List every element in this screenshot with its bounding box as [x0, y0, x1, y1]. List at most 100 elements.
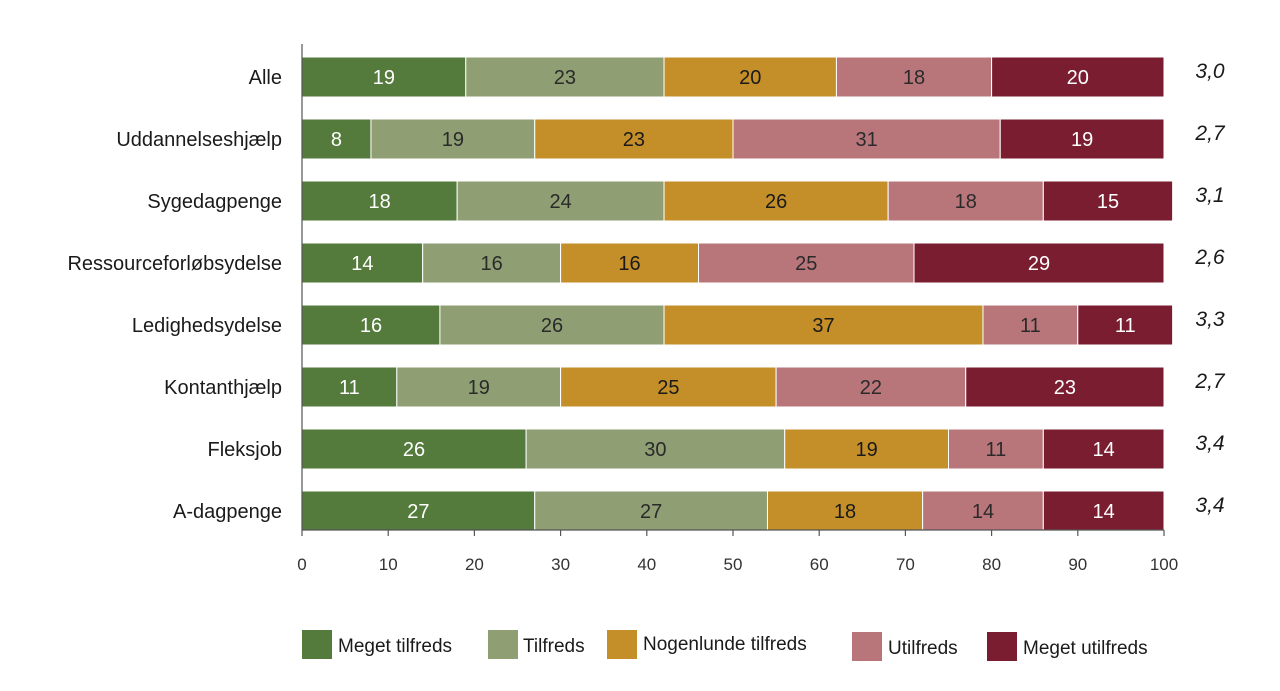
data-label: 31	[855, 129, 877, 151]
data-label: 14	[1093, 439, 1115, 461]
legend-swatch	[987, 632, 1017, 661]
data-label: 11	[339, 377, 360, 399]
bar-segment	[948, 428, 1044, 470]
bar-segment	[465, 56, 665, 98]
bar-segment	[301, 490, 536, 532]
data-label: 20	[739, 67, 761, 89]
data-label: 27	[640, 501, 662, 523]
legend-swatch	[302, 630, 332, 659]
legend-swatch	[607, 630, 637, 659]
bar-segment	[560, 366, 777, 408]
bar-segment	[534, 118, 734, 160]
data-label: 26	[541, 315, 563, 337]
data-label: 24	[549, 191, 571, 213]
mean-labels: 3,0 2,7 3,1 2,6 3,3 2,7 3,4 3,4	[1194, 60, 1226, 517]
bar-segment	[301, 56, 467, 98]
data-label: 15	[1097, 191, 1119, 213]
data-label: 14	[972, 501, 994, 523]
x-tick-label: 80	[982, 555, 1001, 574]
bar-segment	[439, 304, 665, 346]
data-label: 14	[351, 253, 373, 275]
bar-segment	[396, 366, 562, 408]
bar-segment	[456, 180, 665, 222]
data-label: 26	[765, 191, 787, 213]
category-label: Fleksjob	[208, 439, 282, 461]
bar-segment	[991, 56, 1165, 98]
data-label: 23	[623, 129, 645, 151]
legend-label: Nogenlunde tilfreds	[643, 634, 807, 655]
mean-label: 3,1	[1195, 184, 1224, 207]
x-tick-label: 40	[637, 555, 656, 574]
data-label: 20	[1067, 67, 1089, 89]
x-tick-label: 50	[724, 555, 743, 574]
legend-label: Meget tilfreds	[338, 636, 452, 657]
bar-segment	[663, 304, 984, 346]
x-tick-label: 20	[465, 555, 484, 574]
x-axis: 0 10 20 30 40 50 60 70 80 90 100	[297, 44, 1178, 574]
data-label: 29	[1028, 253, 1050, 275]
mean-label: 2,6	[1194, 246, 1225, 269]
mean-label: 3,4	[1195, 494, 1224, 517]
data-label: 26	[403, 439, 425, 461]
data-label: 19	[855, 439, 877, 461]
bar-segment	[999, 118, 1165, 160]
data-label: 30	[644, 439, 666, 461]
x-tick-label: 30	[551, 555, 570, 574]
legend: Meget tilfreds Tilfreds Nogenlunde tilfred…	[302, 630, 1148, 661]
data-label: 19	[468, 377, 490, 399]
bar-segment	[922, 490, 1044, 532]
data-label: 11	[986, 439, 1007, 461]
data-label: 11	[1020, 315, 1041, 337]
bar-segment	[1042, 180, 1174, 222]
bar-segment	[698, 242, 915, 284]
data-label: 23	[1054, 377, 1076, 399]
bar-segment	[301, 428, 527, 470]
mean-label: 2,7	[1194, 122, 1226, 145]
data-label: 18	[903, 67, 925, 89]
legend-label: Tilfreds	[523, 636, 585, 657]
bar-segment	[663, 180, 889, 222]
data-label: 19	[1071, 129, 1093, 151]
data-label: 22	[860, 377, 882, 399]
bar-segment	[766, 490, 924, 532]
bar-segment	[835, 56, 993, 98]
data-label: 8	[331, 129, 342, 151]
data-label: 25	[657, 377, 679, 399]
bar-segment	[422, 242, 562, 284]
category-label: Uddannelseshjælp	[116, 129, 282, 151]
bar-segment	[663, 56, 837, 98]
data-label: 16	[481, 253, 503, 275]
mean-label: 3,0	[1195, 60, 1225, 83]
bar-segment	[1077, 304, 1174, 346]
data-label: 19	[442, 129, 464, 151]
data-label: 37	[812, 315, 834, 337]
bar-segment	[887, 180, 1044, 222]
bar-segment	[775, 366, 967, 408]
data-label: 27	[407, 501, 429, 523]
bar-segment	[913, 242, 1165, 284]
bar-segment	[1042, 490, 1165, 532]
x-tick-label: 60	[810, 555, 829, 574]
data-label: 23	[554, 67, 576, 89]
data-label: 25	[795, 253, 817, 275]
data-label: 19	[373, 67, 395, 89]
data-label: 14	[1093, 501, 1115, 523]
legend-swatch	[488, 630, 518, 659]
bars-group: 19 23 20 18 20 8 19 23 31 19 18 24 26 18 15 14 16 16 25 29 1…	[301, 56, 1174, 532]
legend-label: Utilfreds	[888, 638, 958, 659]
category-label: Ressourceforløbsydelse	[67, 253, 282, 275]
x-tick-label: 70	[896, 555, 915, 574]
category-label: A-dagpenge	[173, 501, 282, 523]
category-labels: Alle Uddannelseshjælp Sygedagpenge Ressourc…	[67, 67, 282, 523]
category-label: Alle	[249, 67, 282, 89]
x-tick-label: 100	[1150, 555, 1178, 574]
data-label: 11	[1115, 315, 1136, 337]
legend-label: Meget utilfreds	[1023, 638, 1148, 659]
bar-segment	[1042, 428, 1165, 470]
bar-segment	[965, 366, 1165, 408]
x-tick-label: 90	[1068, 555, 1087, 574]
data-label: 18	[368, 191, 390, 213]
x-tick-label: 0	[297, 555, 306, 574]
